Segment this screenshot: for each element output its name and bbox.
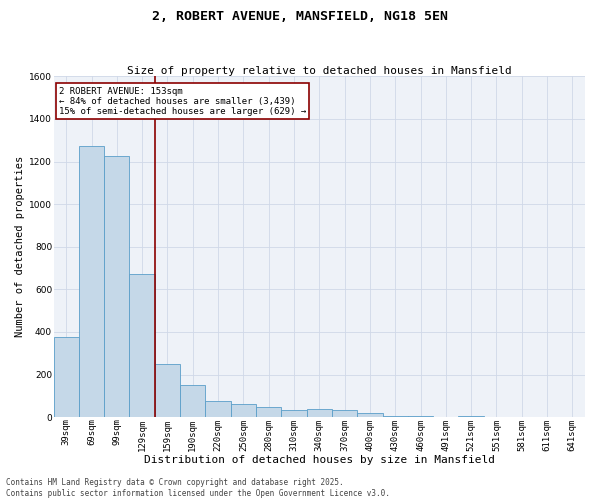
Bar bbox=[357, 413, 383, 417]
Bar bbox=[53, 338, 79, 417]
Bar bbox=[79, 146, 104, 417]
Bar bbox=[408, 416, 433, 417]
Title: Size of property relative to detached houses in Mansfield: Size of property relative to detached ho… bbox=[127, 66, 512, 76]
Bar bbox=[130, 274, 155, 417]
Bar bbox=[458, 416, 484, 417]
Bar bbox=[231, 404, 256, 417]
Text: Contains HM Land Registry data © Crown copyright and database right 2025.
Contai: Contains HM Land Registry data © Crown c… bbox=[6, 478, 390, 498]
Text: 2 ROBERT AVENUE: 153sqm
← 84% of detached houses are smaller (3,439)
15% of semi: 2 ROBERT AVENUE: 153sqm ← 84% of detache… bbox=[59, 86, 306, 117]
Y-axis label: Number of detached properties: Number of detached properties bbox=[15, 156, 25, 338]
Bar bbox=[383, 416, 408, 417]
Bar bbox=[256, 406, 281, 417]
Bar bbox=[180, 385, 205, 417]
Bar bbox=[205, 401, 231, 417]
Text: 2, ROBERT AVENUE, MANSFIELD, NG18 5EN: 2, ROBERT AVENUE, MANSFIELD, NG18 5EN bbox=[152, 10, 448, 23]
Bar bbox=[332, 410, 357, 417]
Bar bbox=[104, 156, 130, 417]
Bar bbox=[281, 410, 307, 417]
X-axis label: Distribution of detached houses by size in Mansfield: Distribution of detached houses by size … bbox=[144, 455, 495, 465]
Bar bbox=[155, 364, 180, 417]
Bar bbox=[307, 408, 332, 417]
